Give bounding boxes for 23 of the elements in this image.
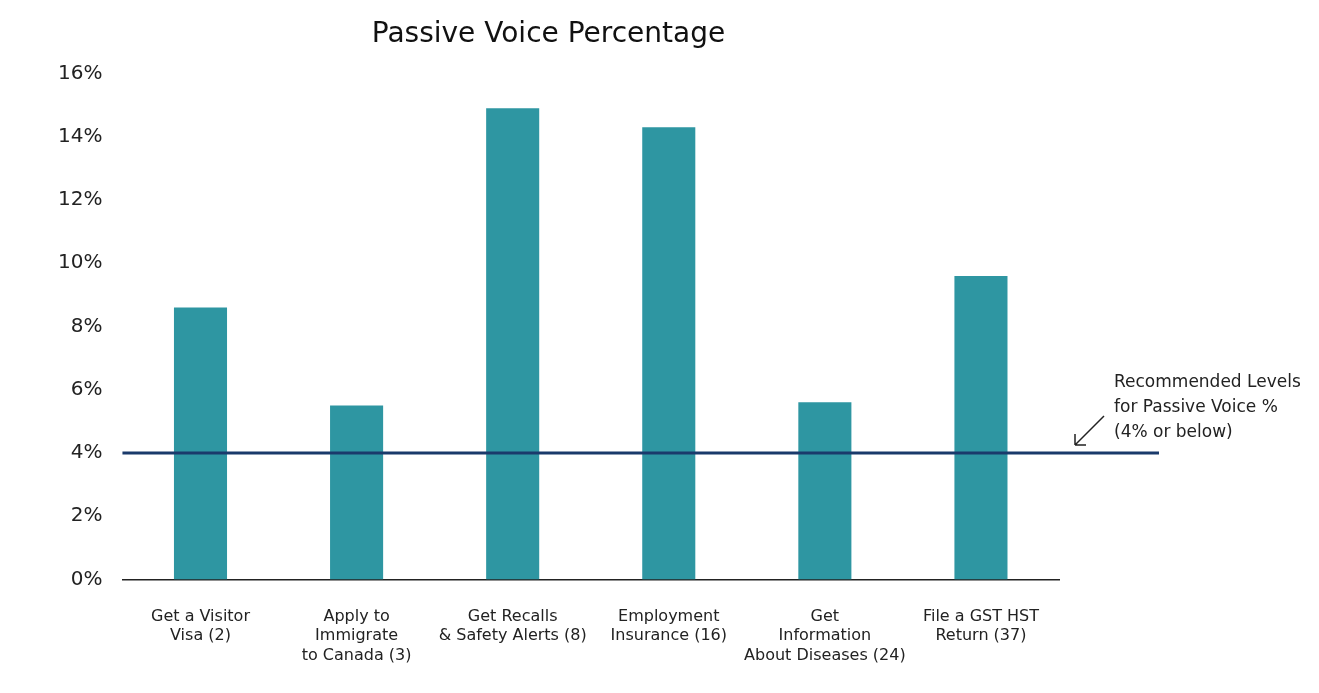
chart-title: Passive Voice Percentage — [371, 16, 726, 50]
y-tick-label: 8% — [70, 312, 103, 337]
bar — [798, 402, 852, 580]
bar — [642, 127, 696, 580]
bar — [486, 108, 540, 580]
y-tick-label: 4% — [70, 439, 103, 464]
x-tick-label: Get Information About Diseases (24) — [744, 606, 906, 664]
x-tick-label: Apply to Immigrate to Canada (3) — [301, 606, 412, 664]
bar — [330, 405, 384, 580]
bar — [954, 275, 1008, 580]
y-tick-label: 0% — [70, 565, 103, 590]
x-tick-label: Get Recalls & Safety Alerts (8) — [438, 606, 587, 645]
x-tick-label: Get a Visitor Visa (2) — [151, 606, 251, 645]
y-tick-label: 12% — [58, 186, 103, 211]
y-tick-label: 14% — [58, 123, 103, 148]
y-tick-label: 2% — [70, 502, 103, 527]
x-tick-label: Employment Insurance (16) — [610, 606, 727, 645]
x-tick-label: File a GST HST Return (37) — [922, 606, 1040, 645]
y-tick-label: 16% — [58, 59, 103, 84]
bar — [173, 307, 228, 580]
y-tick-label: 10% — [58, 249, 103, 274]
y-tick-label: 6% — [70, 375, 103, 400]
ref-line-label: Recommended Levels for Passive Voice % (4% or below) — [1114, 371, 1301, 442]
